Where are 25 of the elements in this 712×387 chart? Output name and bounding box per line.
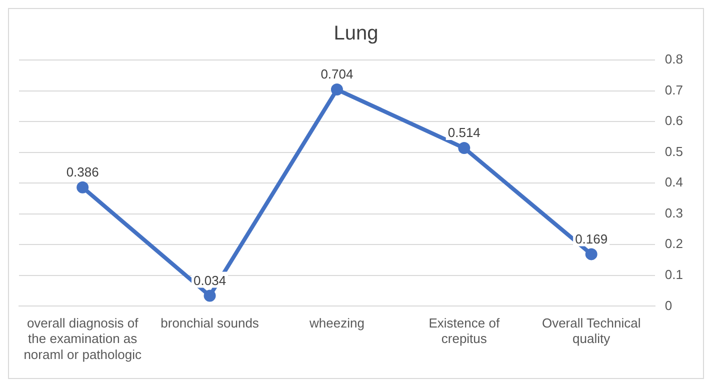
chart-title: Lung — [334, 22, 378, 45]
point — [585, 248, 598, 260]
data-label: 0.386 — [66, 164, 99, 180]
x-tick-label: overall diagnosis of the examination as noraml or pathologic — [24, 316, 142, 362]
y-tick-label: 0.5 — [664, 144, 684, 159]
point — [76, 181, 89, 194]
y-tick-label: 0.7 — [664, 82, 684, 98]
x-tick-label: Overall Technical quality — [542, 316, 641, 346]
point — [330, 84, 343, 96]
y-tick-label: 0.8 — [664, 52, 684, 67]
y-tick-label: 0.6 — [664, 113, 684, 128]
point — [204, 290, 216, 302]
data-label: 0.514 — [448, 125, 480, 140]
y-tick-label: 0.1 — [664, 267, 684, 282]
data-label: 0.704 — [320, 66, 354, 82]
point — [458, 142, 470, 154]
y-tick-label: 0.3 — [664, 205, 684, 220]
data-label: 0.034 — [194, 272, 226, 288]
x-tick-label: Existence of crepitus — [428, 316, 500, 346]
data-label: 0.169 — [575, 231, 608, 246]
x-tick-label: wheezing — [308, 316, 364, 331]
x-tick-label: bronchial sounds — [160, 316, 260, 331]
y-tick-label: 0 — [664, 298, 672, 313]
y-tick-label: 0.2 — [664, 236, 684, 252]
y-tick-label: 0.4 — [664, 174, 684, 190]
